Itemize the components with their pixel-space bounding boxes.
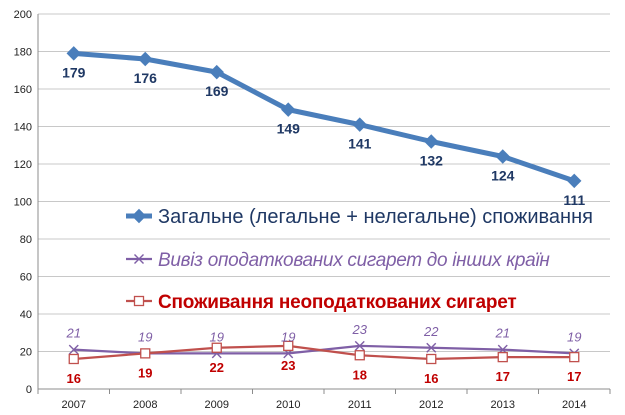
- series-1-marker: [209, 64, 224, 80]
- series-3-marker: [497, 351, 508, 363]
- x-tick-label: 2007: [62, 399, 86, 411]
- series-1-marker: [352, 117, 367, 132]
- legend-label: Загальне (легальне + нелегальне) спожива…: [158, 206, 593, 228]
- data-label: 149: [277, 121, 301, 137]
- y-tick-label: 60: [20, 272, 32, 284]
- data-label: 124: [491, 168, 515, 184]
- legend: Загальне (легальне + нелегальне) спожива…: [126, 206, 593, 313]
- series-2-marker: [354, 340, 365, 351]
- data-label: 17: [567, 369, 581, 384]
- series-3-marker: [354, 350, 365, 361]
- legend-marker: [133, 295, 145, 307]
- x-tick-label: 2014: [562, 399, 586, 411]
- series-3-marker: [426, 353, 437, 365]
- y-tick-label: 40: [20, 309, 32, 321]
- series-3-marker: [140, 348, 151, 359]
- data-label: 23: [352, 322, 368, 337]
- data-label: 21: [495, 326, 510, 341]
- data-label: 16: [424, 371, 438, 386]
- legend-item-1: Загальне (легальне + нелегальне) спожива…: [126, 206, 593, 228]
- series-1-marker: [567, 173, 582, 189]
- series-lines: [66, 46, 582, 365]
- legend-label: Споживання неоподаткованих сигарет: [158, 292, 516, 313]
- legend-item-3: Споживання неоподаткованих сигарет: [126, 292, 517, 313]
- data-label: 21: [66, 326, 81, 341]
- data-label: 19: [210, 329, 224, 344]
- series-1-marker: [424, 134, 439, 149]
- data-label: 19: [567, 329, 581, 344]
- data-label: 16: [67, 371, 81, 386]
- series-3-marker: [283, 340, 294, 352]
- data-label: 179: [62, 64, 86, 80]
- data-label: 18: [353, 367, 367, 382]
- y-tick-label: 0: [26, 384, 32, 396]
- y-tick-label: 100: [14, 197, 32, 209]
- x-tick-label: 2008: [133, 399, 157, 411]
- x-tick-label: 2010: [276, 399, 300, 411]
- y-axis-tick-labels: 0 20 40 60 80 100 120 140 160 180 200: [14, 9, 32, 396]
- y-tick-label: 180: [14, 47, 32, 59]
- data-label: 19: [138, 365, 152, 380]
- data-label: 111: [563, 192, 585, 208]
- data-labels: 179 176 169 149 141 132 124 111 21 19 19 19 23 22 21 19…: [62, 64, 585, 386]
- series-1-marker: [66, 46, 81, 61]
- y-tick-label: 140: [14, 122, 32, 134]
- legend-marker: [131, 208, 147, 224]
- data-label: 141: [348, 136, 372, 152]
- data-label: 17: [496, 369, 510, 384]
- data-label: 19: [138, 329, 152, 344]
- y-tick-label: 160: [14, 84, 32, 96]
- x-tick-label: 2009: [205, 399, 229, 411]
- series-line-1: [73, 50, 576, 184]
- y-tick-label: 20: [20, 347, 32, 359]
- series-2-marker: [68, 344, 79, 355]
- x-tick-label: 2012: [419, 399, 443, 411]
- series-3-marker: [68, 353, 79, 365]
- data-label: 19: [281, 329, 295, 344]
- x-axis-tick-labels: 2007 2008 2009 2010 2011 2012 2013 2014: [62, 399, 587, 411]
- legend-label: Вивіз оподаткованих сигарет до інших кра…: [158, 250, 550, 271]
- data-label: 23: [281, 358, 295, 373]
- legend-marker: [134, 254, 144, 264]
- data-label: 132: [420, 153, 444, 169]
- series-3-marker: [569, 351, 580, 363]
- series-1-marker: [495, 149, 510, 164]
- series-1-marker: [138, 51, 153, 67]
- data-label: 22: [210, 360, 224, 375]
- series-1-marker: [281, 102, 296, 117]
- x-tick-label: 2011: [348, 399, 372, 411]
- series-line-3: [73, 344, 575, 361]
- axes: [37, 14, 611, 394]
- data-label: 22: [423, 324, 439, 339]
- data-label: 176: [134, 70, 158, 86]
- series-3-marker: [211, 342, 222, 353]
- data-label: 169: [205, 83, 229, 99]
- y-tick-label: 120: [14, 159, 32, 171]
- gridlines: [38, 13, 610, 352]
- y-tick-label: 200: [14, 9, 32, 21]
- series-2-marker: [426, 342, 437, 353]
- x-tick-label: 2013: [491, 399, 515, 411]
- legend-item-2: Вивіз оподаткованих сигарет до інших кра…: [126, 250, 551, 271]
- y-tick-label: 80: [20, 234, 32, 246]
